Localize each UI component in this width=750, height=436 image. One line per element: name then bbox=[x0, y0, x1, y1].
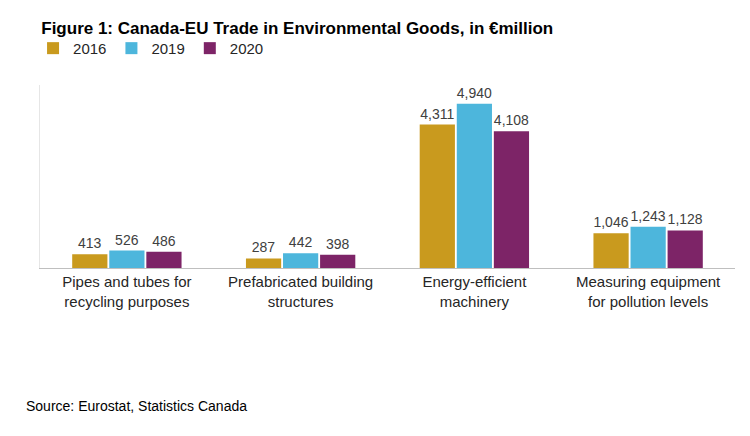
svg-text:Figure 1: Canada-EU Trade in E: Figure 1: Canada-EU Trade in Environment… bbox=[41, 19, 553, 38]
svg-text:Measuring equipmentfor polluti: Measuring equipmentfor pollution levels bbox=[576, 273, 721, 310]
svg-text:526: 526 bbox=[115, 232, 139, 248]
svg-text:Pipes and tubes forrecycling p: Pipes and tubes forrecycling purposes bbox=[62, 273, 191, 310]
svg-text:486: 486 bbox=[152, 233, 176, 249]
svg-text:1,128: 1,128 bbox=[668, 211, 703, 227]
svg-text:Prefabricated buildingstructur: Prefabricated buildingstructures bbox=[228, 273, 373, 310]
svg-text:4,940: 4,940 bbox=[457, 85, 492, 101]
svg-text:1,243: 1,243 bbox=[631, 208, 666, 224]
svg-text:4,108: 4,108 bbox=[494, 112, 529, 128]
svg-text:Energy-efficientmachinery: Energy-efficientmachinery bbox=[422, 273, 527, 310]
svg-text:2016: 2016 bbox=[73, 40, 106, 57]
svg-text:287: 287 bbox=[252, 239, 276, 255]
svg-text:413: 413 bbox=[78, 235, 102, 251]
svg-text:1,046: 1,046 bbox=[593, 214, 628, 230]
svg-text:2019: 2019 bbox=[151, 40, 184, 57]
svg-text:4,311: 4,311 bbox=[420, 106, 454, 122]
svg-text:2020: 2020 bbox=[230, 40, 263, 57]
svg-text:398: 398 bbox=[326, 236, 350, 252]
svg-text:Source: Eurostat, Statistics C: Source: Eurostat, Statistics Canada bbox=[26, 398, 247, 414]
svg-text:442: 442 bbox=[289, 234, 313, 250]
